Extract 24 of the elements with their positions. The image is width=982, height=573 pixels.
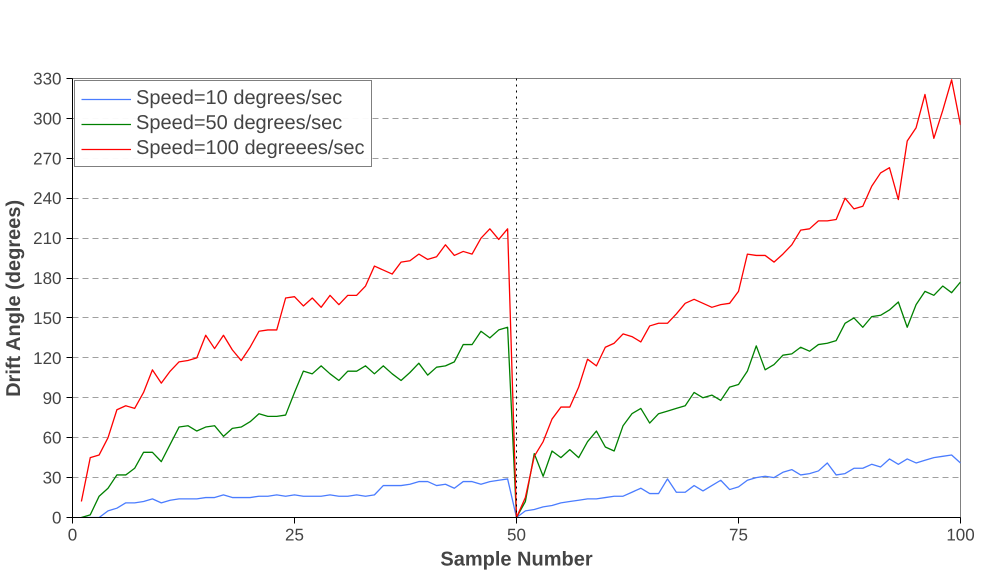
- legend-label: Speed=100 degreees/sec: [136, 137, 365, 160]
- line-series: [80, 281, 960, 518]
- x-tick-label: 25: [285, 526, 304, 544]
- y-tick-label: 240: [33, 189, 62, 208]
- legend-label: Speed=50 degrees/sec: [136, 112, 342, 135]
- x-tick-label: 0: [68, 526, 78, 544]
- y-tick-label: 60: [42, 428, 62, 448]
- y-tick-label: 150: [33, 308, 62, 328]
- x-axis-title: Sample Number: [440, 548, 593, 570]
- y-tick-label: 210: [33, 229, 62, 248]
- y-axis-title: Drift Angle (degrees): [3, 200, 26, 397]
- y-tick-label: 300: [33, 109, 62, 128]
- x-tick-label: 75: [729, 526, 748, 544]
- x-tick-label: 100: [946, 526, 975, 544]
- legend-label: Speed=10 degrees/sec: [136, 87, 342, 110]
- line-series: [80, 79, 960, 518]
- y-tick-label: 90: [42, 388, 62, 408]
- y-tick-label: 0: [52, 508, 62, 528]
- y-tick-label: 270: [33, 149, 62, 168]
- y-tick-label: 180: [33, 269, 62, 288]
- y-tick-label: 30: [42, 468, 62, 488]
- y-tick-label: 120: [33, 348, 62, 368]
- x-tick-label: 50: [507, 526, 526, 544]
- y-tick-label: 330: [33, 70, 62, 88]
